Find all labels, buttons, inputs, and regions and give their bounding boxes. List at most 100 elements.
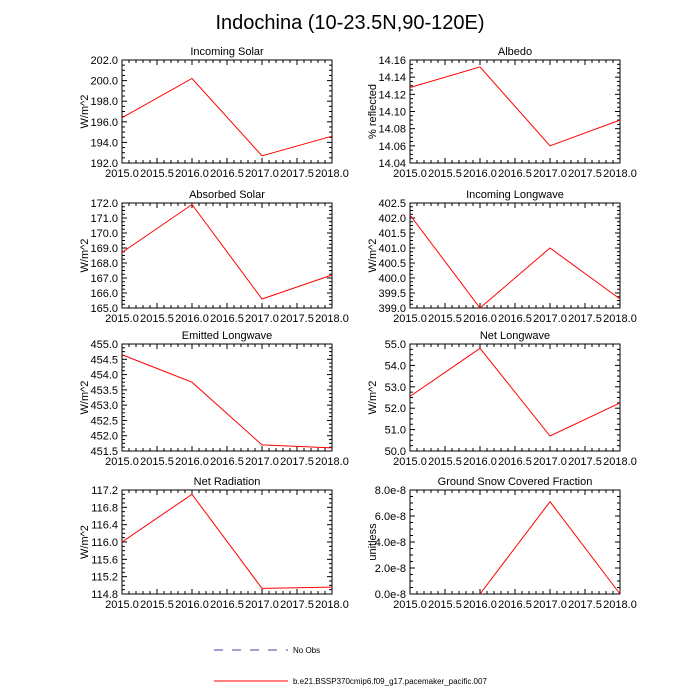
x-tick-label: 2015.0 bbox=[105, 313, 139, 325]
y-tick-label: 14.06 bbox=[378, 141, 406, 153]
x-tick-label: 2018.0 bbox=[603, 456, 637, 468]
panel-title: Albedo bbox=[498, 46, 532, 58]
panel-title: Net Radiation bbox=[194, 476, 261, 488]
panel-title: Incoming Longwave bbox=[466, 189, 564, 201]
series-line-1 bbox=[121, 354, 333, 449]
x-tick-label: 2016.0 bbox=[463, 456, 497, 468]
legend: No Obs b.e21.BSSP370cmip6.f09_g17.pacema… bbox=[214, 646, 487, 686]
y-tick-label: 196.0 bbox=[90, 117, 118, 129]
x-tick-label: 2017.5 bbox=[280, 599, 314, 611]
chart-panel-6: Net Longwave W/m^2 2015.0 2015.5 2016.0 2016.… bbox=[367, 330, 637, 468]
series-line-1 bbox=[479, 500, 621, 595]
y-tick-label: 172.0 bbox=[90, 198, 118, 210]
y-tick-label: 192.0 bbox=[90, 158, 118, 170]
x-tick-label: 2017.5 bbox=[280, 313, 314, 325]
x-tick-label: 2016.5 bbox=[498, 168, 532, 180]
y-tick-label: 169.0 bbox=[90, 243, 118, 255]
x-tick-label: 2015.5 bbox=[428, 168, 462, 180]
y-tick-label: 454.5 bbox=[90, 354, 118, 366]
x-tick-label: 2017.0 bbox=[533, 168, 567, 180]
y-tick-label: 170.0 bbox=[90, 228, 118, 240]
x-tick-label: 2015.0 bbox=[393, 168, 427, 180]
x-tick-label: 2017.0 bbox=[533, 599, 567, 611]
y-tick-label: 116.8 bbox=[91, 502, 118, 514]
x-tick-label: 2018.0 bbox=[603, 168, 637, 180]
plot-frame bbox=[121, 59, 333, 164]
plot-frame bbox=[121, 343, 333, 452]
x-tick-label: 2015.0 bbox=[105, 456, 139, 468]
x-tick-label: 2015.5 bbox=[140, 313, 174, 325]
x-tick-label: 2015.0 bbox=[105, 599, 139, 611]
y-tick-label: 115.2 bbox=[91, 572, 118, 584]
series-line-1 bbox=[409, 347, 621, 437]
panel-title: Incoming Solar bbox=[190, 46, 264, 58]
y-tick-label: 451.5 bbox=[90, 446, 118, 458]
y-tick-label: 2.0e-8 bbox=[375, 563, 406, 575]
x-tick-label: 2016.0 bbox=[175, 313, 209, 325]
y-tick-label: 8.0e-8 bbox=[375, 485, 406, 497]
y-tick-label: 452.0 bbox=[90, 431, 118, 443]
y-tick-label: 167.0 bbox=[90, 273, 118, 285]
x-tick-label: 2016.0 bbox=[463, 168, 497, 180]
plot-frame bbox=[409, 202, 621, 309]
chart-panel-7: Net Radiation W/m^2 2015.0 2015.5 2016.0 2016… bbox=[79, 476, 349, 611]
x-tick-label: 2016.5 bbox=[210, 313, 244, 325]
y-tick-label: 171.0 bbox=[90, 213, 118, 225]
y-tick-label: 402.5 bbox=[378, 198, 406, 210]
series-line-1 bbox=[121, 77, 333, 157]
x-tick-label: 2015.5 bbox=[428, 599, 462, 611]
y-tick-label: 14.08 bbox=[378, 124, 406, 136]
y-tick-label: 14.12 bbox=[378, 89, 406, 101]
panel-title: Emitted Longwave bbox=[182, 330, 273, 342]
panel-title: Ground Snow Covered Fraction bbox=[438, 476, 593, 488]
y-tick-label: 14.16 bbox=[378, 55, 406, 67]
x-tick-label: 2018.0 bbox=[315, 168, 349, 180]
y-axis-label: W/m^2 bbox=[367, 381, 379, 415]
y-tick-label: 399.0 bbox=[378, 303, 406, 315]
y-tick-label: 0.0e-8 bbox=[375, 589, 406, 601]
x-tick-label: 2017.5 bbox=[280, 168, 314, 180]
x-tick-label: 2016.5 bbox=[210, 599, 244, 611]
x-tick-label: 2017.0 bbox=[533, 313, 567, 325]
x-tick-label: 2017.0 bbox=[245, 313, 279, 325]
x-tick-label: 2017.0 bbox=[533, 456, 567, 468]
x-tick-label: 2016.5 bbox=[498, 599, 532, 611]
y-tick-label: 400.0 bbox=[378, 273, 406, 285]
y-tick-label: 453.5 bbox=[90, 385, 118, 397]
chart-panel-2: Albedo % reflected 2015.0 2015.5 2016.0 2016.… bbox=[367, 46, 637, 180]
y-tick-label: 14.04 bbox=[378, 158, 406, 170]
x-tick-label: 2015.5 bbox=[428, 313, 462, 325]
y-tick-label: 198.0 bbox=[90, 96, 118, 108]
x-tick-label: 2017.5 bbox=[568, 456, 602, 468]
y-tick-label: 452.5 bbox=[90, 415, 118, 427]
y-tick-label: 116.0 bbox=[91, 537, 118, 549]
y-tick-label: 200.0 bbox=[90, 76, 118, 88]
y-tick-label: 402.0 bbox=[378, 213, 406, 225]
y-tick-label: 117.2 bbox=[91, 485, 118, 497]
y-tick-label: 4.0e-8 bbox=[375, 537, 406, 549]
series-line-1 bbox=[409, 214, 621, 309]
figure-title: Indochina (10-23.5N,90-120E) bbox=[215, 12, 484, 34]
y-axis-label: W/m^2 bbox=[367, 239, 379, 273]
x-tick-label: 2015.5 bbox=[428, 456, 462, 468]
y-tick-label: 455.0 bbox=[90, 339, 118, 351]
x-tick-label: 2015.5 bbox=[140, 456, 174, 468]
series-line-1 bbox=[121, 493, 333, 589]
plot-frame bbox=[409, 489, 621, 595]
y-tick-label: 52.0 bbox=[385, 403, 406, 415]
y-tick-label: 53.0 bbox=[385, 382, 406, 394]
x-tick-label: 2017.0 bbox=[245, 599, 279, 611]
x-tick-label: 2015.0 bbox=[393, 599, 427, 611]
series-line-1 bbox=[121, 203, 333, 300]
x-tick-label: 2015.0 bbox=[393, 456, 427, 468]
x-tick-label: 2016.0 bbox=[463, 313, 497, 325]
x-tick-label: 2016.0 bbox=[175, 599, 209, 611]
x-tick-label: 2016.5 bbox=[498, 313, 532, 325]
x-tick-label: 2015.0 bbox=[393, 313, 427, 325]
y-tick-label: 168.0 bbox=[90, 258, 118, 270]
x-tick-label: 2015.0 bbox=[105, 168, 139, 180]
y-tick-label: 401.0 bbox=[378, 243, 406, 255]
